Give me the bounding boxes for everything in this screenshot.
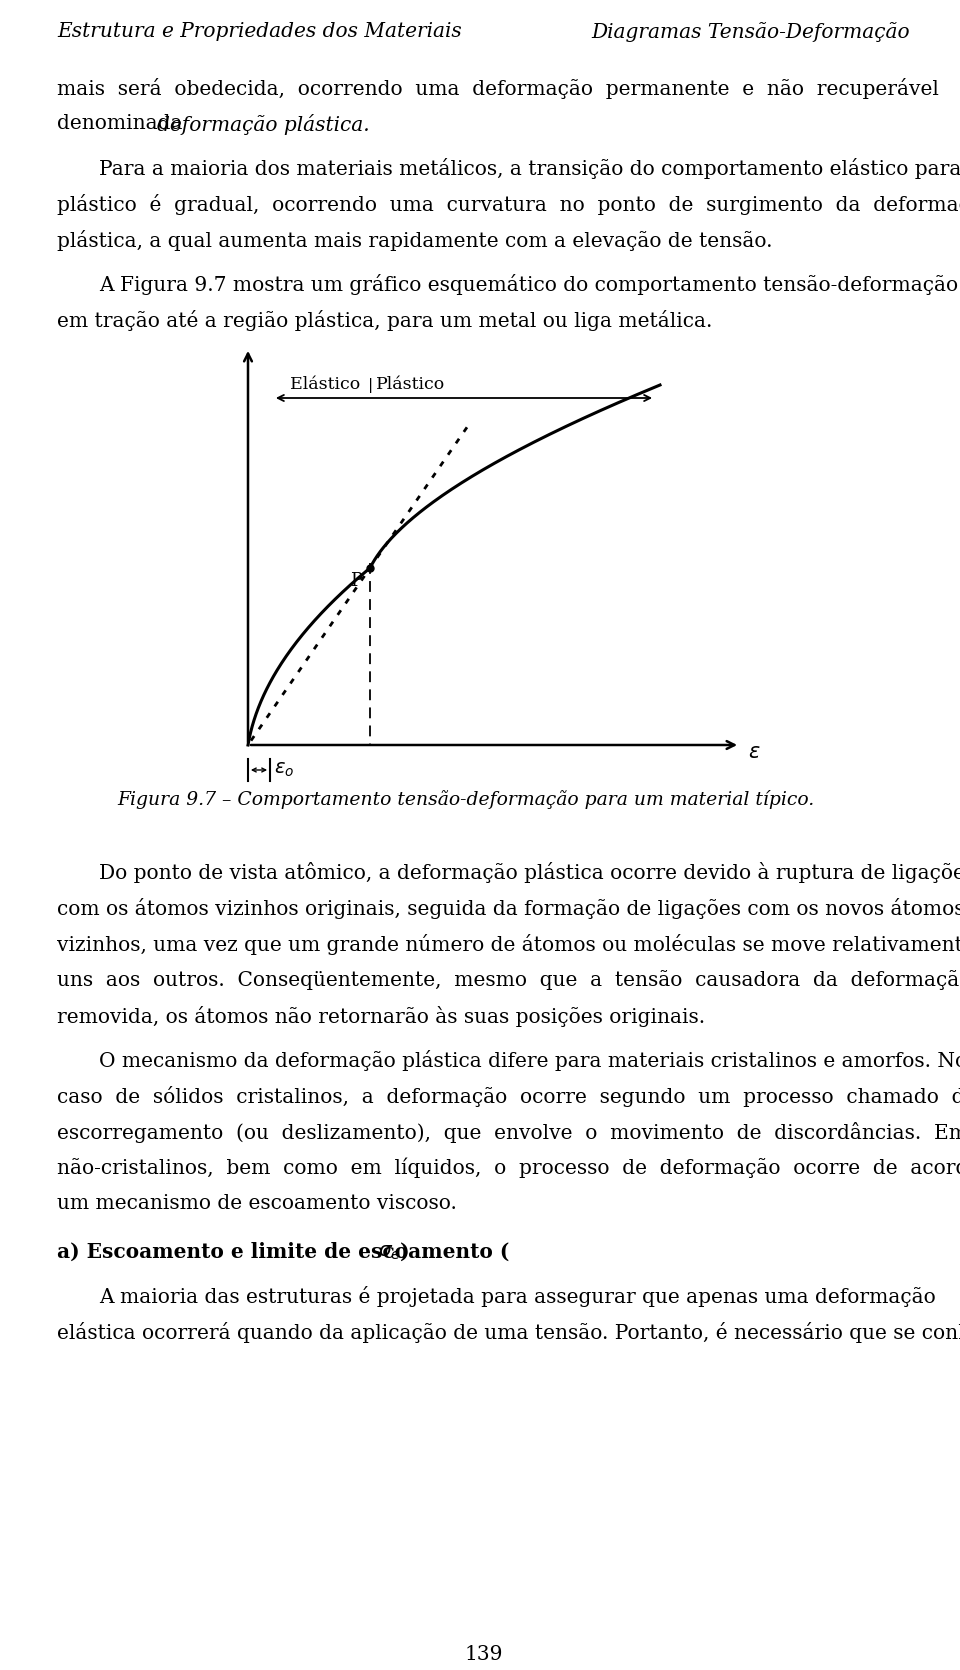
- Text: O mecanismo da deformação plástica difere para materiais cristalinos e amorfos. : O mecanismo da deformação plástica difer…: [99, 1050, 960, 1070]
- Text: 139: 139: [465, 1645, 503, 1663]
- Text: Figura 9.7 – Comportamento tensão-deformação para um material típico.: Figura 9.7 – Comportamento tensão-deform…: [117, 790, 814, 808]
- Text: Estrutura e Propriedades dos Materiais: Estrutura e Propriedades dos Materiais: [57, 22, 462, 42]
- Text: mais  será  obedecida,  ocorrendo  uma  deformação  permanente  e  não  recuperá: mais será obedecida, ocorrendo uma defor…: [57, 78, 939, 99]
- Text: elástica ocorrerá quando da aplicação de uma tensão. Portanto, é necessário que : elástica ocorrerá quando da aplicação de…: [57, 1323, 960, 1343]
- Text: com os átomos vizinhos originais, seguida da formação de ligações com os novos á: com os átomos vizinhos originais, seguid…: [57, 898, 960, 918]
- Text: deformação plástica.: deformação plástica.: [157, 114, 370, 135]
- Text: P: P: [350, 573, 362, 590]
- Text: $\sigma_e$: $\sigma_e$: [378, 1242, 401, 1263]
- Text: |: |: [368, 377, 373, 392]
- Text: $\varepsilon$: $\varepsilon$: [748, 743, 760, 762]
- Text: ): ): [400, 1242, 410, 1263]
- Text: Elástico: Elástico: [290, 376, 366, 392]
- Text: A Figura 9.7 mostra um gráfico esquemático do comportamento tensão-deformação: A Figura 9.7 mostra um gráfico esquemáti…: [99, 274, 958, 296]
- Text: não-cristalinos,  bem  como  em  líquidos,  o  processo  de  deformação  ocorre : não-cristalinos, bem como em líquidos, o…: [57, 1157, 960, 1179]
- Text: escorregamento  (ou  deslizamento),  que  envolve  o  movimento  de  discordânci: escorregamento (ou deslizamento), que en…: [57, 1122, 960, 1142]
- Text: plástica, a qual aumenta mais rapidamente com a elevação de tensão.: plástica, a qual aumenta mais rapidament…: [57, 230, 773, 250]
- Text: $\varepsilon_o$: $\varepsilon_o$: [274, 762, 295, 780]
- Text: A maioria das estruturas é projetada para assegurar que apenas uma deformação: A maioria das estruturas é projetada par…: [99, 1286, 936, 1308]
- Text: a) Escoamento e limite de escoamento (: a) Escoamento e limite de escoamento (: [57, 1242, 510, 1263]
- Text: um mecanismo de escoamento viscoso.: um mecanismo de escoamento viscoso.: [57, 1194, 457, 1212]
- Text: Diagramas Tensão-Deformação: Diagramas Tensão-Deformação: [591, 22, 910, 42]
- Text: plástico  é  gradual,  ocorrendo  uma  curvatura  no  ponto  de  surgimento  da : plástico é gradual, ocorrendo uma curvat…: [57, 194, 960, 215]
- Text: caso  de  sólidos  cristalinos,  a  deformação  ocorre  segundo  um  processo  c: caso de sólidos cristalinos, a deformaçã…: [57, 1086, 960, 1107]
- Text: uns  aos  outros.  Conseqüentemente,  mesmo  que  a  tensão  causadora  da  defo: uns aos outros. Conseqüentemente, mesmo …: [57, 970, 960, 990]
- Text: Para a maioria dos materiais metálicos, a transição do comportamento elástico pa: Para a maioria dos materiais metálicos, …: [99, 159, 960, 179]
- Text: Plástico: Plástico: [376, 376, 445, 392]
- Text: denominada: denominada: [57, 114, 189, 134]
- Text: removida, os átomos não retornarão às suas posições originais.: removida, os átomos não retornarão às su…: [57, 1005, 706, 1027]
- Text: vizinhos, uma vez que um grande número de átomos ou moléculas se move relativame: vizinhos, uma vez que um grande número d…: [57, 934, 960, 955]
- Text: Do ponto de vista atômico, a deformação plástica ocorre devido à ruptura de liga: Do ponto de vista atômico, a deformação …: [99, 862, 960, 883]
- Text: em tração até a região plástica, para um metal ou liga metálica.: em tração até a região plástica, para um…: [57, 311, 712, 331]
